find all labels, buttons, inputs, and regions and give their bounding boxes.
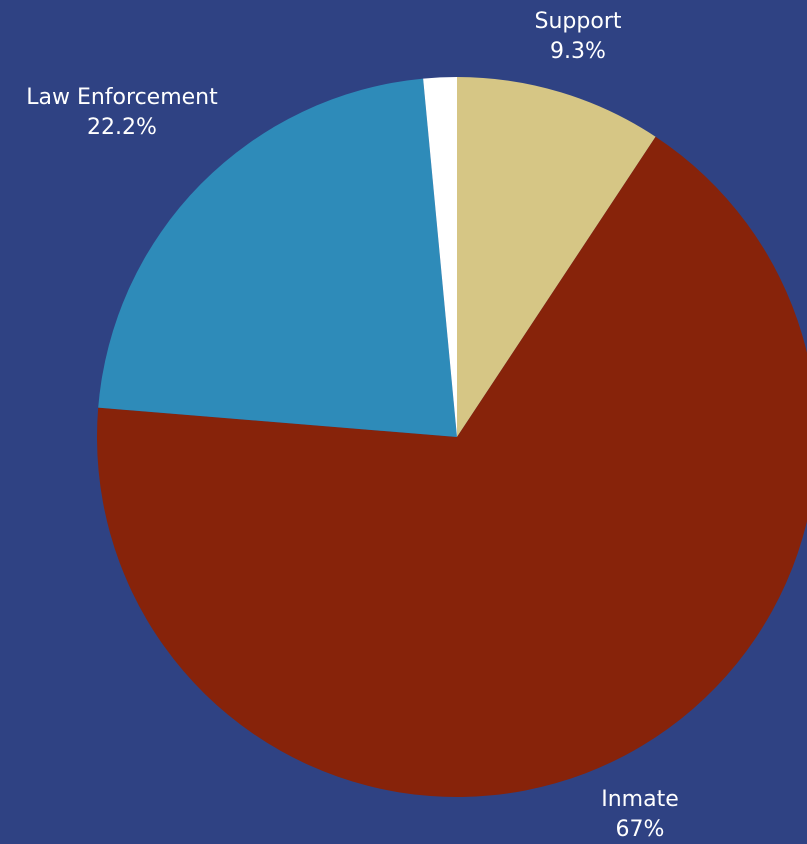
pie-slice-support — [457, 77, 656, 437]
pie-slices — [97, 77, 807, 797]
pie-slice-law-enforcement — [98, 78, 457, 437]
slice-label-inmate: Inmate — [601, 787, 679, 812]
slice-value-inmate: 67% — [616, 817, 665, 842]
slice-labels: Support 9.3% Inmate 67% Law Enforcement 22.2% — [26, 9, 679, 842]
slice-label-law-enforcement: Law Enforcement — [26, 85, 218, 110]
pie-slice-inmate — [97, 136, 807, 797]
slice-value-support: 9.3% — [550, 39, 606, 64]
slice-value-law-enforcement: 22.2% — [87, 115, 157, 140]
pie-slice-other — [423, 77, 457, 437]
slice-label-support: Support — [535, 9, 622, 34]
